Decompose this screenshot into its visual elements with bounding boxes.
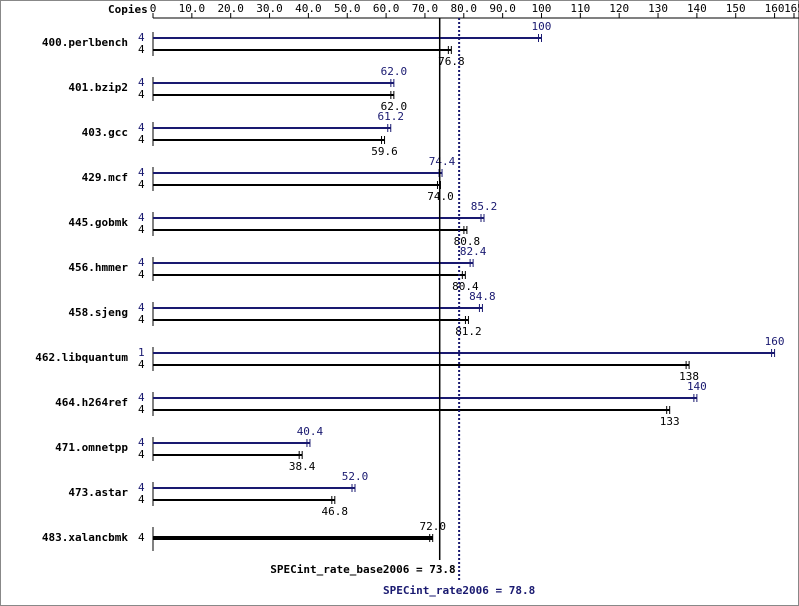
reference-label: SPECint_rate2006 = 78.8 [383, 584, 535, 597]
value-label: 72.0 [419, 520, 446, 533]
copies-label: 4 [138, 211, 145, 224]
value-label: 100 [532, 20, 552, 33]
x-tick-label: 110 [570, 2, 590, 15]
copies-label: 4 [138, 531, 145, 544]
copies-label: 4 [138, 133, 145, 146]
value-label: 76.8 [438, 55, 465, 68]
benchmark-label: 464.h264ref [55, 396, 128, 409]
value-label: 74.4 [429, 155, 456, 168]
copies-label: 4 [138, 268, 145, 281]
value-label: 82.4 [460, 245, 487, 258]
x-tick-label: 0 [150, 2, 157, 15]
benchmark-label: 462.libquantum [35, 351, 128, 364]
benchmark-label: 483.xalancbmk [42, 531, 128, 544]
x-tick-label: 130 [648, 2, 668, 15]
benchmark-label: 429.mcf [82, 171, 128, 184]
x-tick-label: 80.0 [451, 2, 478, 15]
copies-label: 4 [138, 481, 145, 494]
x-tick-label: 165 [784, 2, 799, 15]
copies-label: 1 [138, 346, 145, 359]
copies-label: 4 [138, 436, 145, 449]
value-label: 80.8 [454, 235, 481, 248]
reference-label: SPECint_rate_base2006 = 73.8 [270, 563, 455, 576]
value-label: 62.0 [381, 65, 408, 78]
copies-label: 4 [138, 358, 145, 371]
copies-label: 4 [138, 301, 145, 314]
value-label: 52.0 [342, 470, 369, 483]
copies-label: 4 [138, 403, 145, 416]
x-tick-label: 20.0 [217, 2, 244, 15]
copies-label: 4 [138, 31, 145, 44]
benchmark-label: 401.bzip2 [68, 81, 128, 94]
copies-label: 4 [138, 166, 145, 179]
value-label: 74.0 [427, 190, 454, 203]
value-label: 46.8 [322, 505, 349, 518]
copies-header: Copies [108, 3, 148, 16]
copies-label: 4 [138, 76, 145, 89]
x-tick-label: 50.0 [334, 2, 361, 15]
value-label: 160 [765, 335, 785, 348]
copies-label: 4 [138, 43, 145, 56]
benchmark-label: 456.hmmer [68, 261, 128, 274]
copies-label: 4 [138, 121, 145, 134]
x-tick-label: 120 [609, 2, 629, 15]
copies-label: 4 [138, 493, 145, 506]
copies-label: 4 [138, 256, 145, 269]
copies-label: 4 [138, 448, 145, 461]
value-label: 84.8 [469, 290, 496, 303]
x-tick-label: 90.0 [489, 2, 516, 15]
value-label: 85.2 [471, 200, 498, 213]
value-label: 138 [679, 370, 699, 383]
value-label: 61.2 [378, 110, 405, 123]
benchmark-label: 473.astar [68, 486, 128, 499]
copies-label: 4 [138, 88, 145, 101]
x-tick-label: 40.0 [295, 2, 322, 15]
copies-label: 4 [138, 313, 145, 326]
value-label: 59.6 [371, 145, 398, 158]
x-tick-label: 150 [726, 2, 746, 15]
benchmark-label: 403.gcc [82, 126, 128, 139]
benchmark-label: 471.omnetpp [55, 441, 128, 454]
x-tick-label: 10.0 [179, 2, 206, 15]
value-label: 38.4 [289, 460, 316, 473]
x-tick-label: 70.0 [412, 2, 439, 15]
value-label: 62.0 [381, 100, 408, 113]
benchmark-label: 445.gobmk [68, 216, 128, 229]
x-tick-label: 30.0 [256, 2, 283, 15]
benchmark-label: 458.sjeng [68, 306, 128, 319]
value-label: 40.4 [297, 425, 324, 438]
value-label: 133 [660, 415, 680, 428]
x-tick-label: 160 [765, 2, 785, 15]
copies-label: 4 [138, 178, 145, 191]
value-label: 140 [687, 380, 707, 393]
value-label: 81.2 [455, 325, 482, 338]
x-tick-label: 140 [687, 2, 707, 15]
copies-label: 4 [138, 223, 145, 236]
copies-label: 4 [138, 391, 145, 404]
x-tick-label: 60.0 [373, 2, 400, 15]
benchmark-label: 400.perlbench [42, 36, 128, 49]
x-tick-label: 100 [532, 2, 552, 15]
